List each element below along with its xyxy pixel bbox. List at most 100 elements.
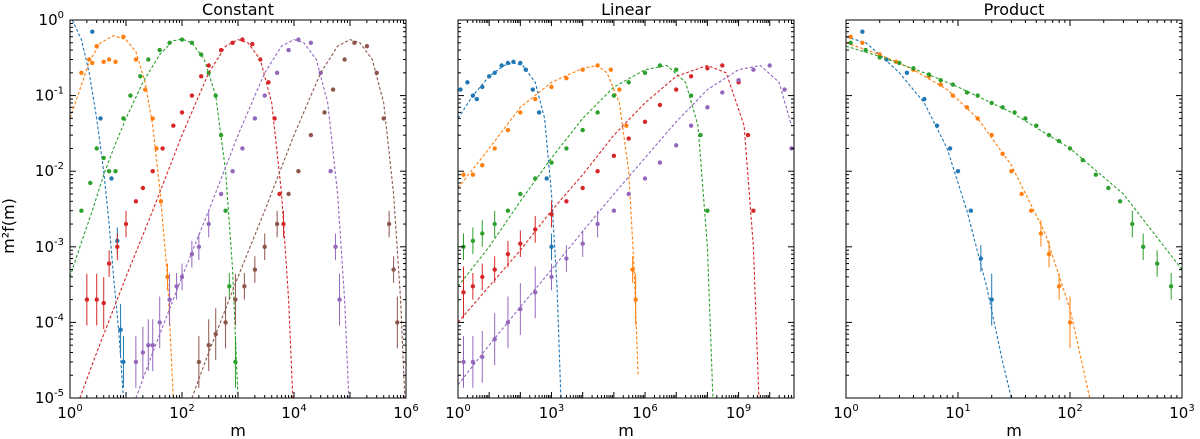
data-point	[564, 76, 569, 81]
x-tick-label: 109	[726, 403, 751, 422]
data-point	[118, 327, 123, 332]
data-point	[688, 74, 694, 79]
data-point	[189, 251, 195, 257]
data-point	[189, 93, 195, 98]
data-point	[157, 320, 162, 325]
series-4	[458, 63, 760, 398]
data-point	[158, 199, 164, 204]
x-tick-label: 103	[539, 403, 564, 422]
data-point	[352, 40, 357, 45]
data-point	[492, 70, 497, 76]
data-point	[133, 57, 139, 62]
x-tick-label: 100	[57, 403, 82, 422]
data-point	[470, 172, 476, 177]
data-point	[938, 82, 943, 87]
data-point	[281, 221, 286, 227]
data-point	[322, 110, 327, 115]
data-point	[286, 47, 291, 53]
data-point	[698, 132, 703, 138]
data-point	[595, 169, 600, 174]
data-point	[272, 116, 277, 121]
data-point	[258, 57, 263, 62]
data-point	[564, 146, 569, 151]
x-tick-label: 101	[945, 403, 970, 422]
data-point	[530, 87, 535, 92]
data-point	[518, 306, 523, 312]
data-point	[189, 40, 195, 45]
fit-curve	[458, 64, 639, 376]
data-point	[950, 82, 956, 87]
data-point	[266, 80, 271, 85]
data-point	[171, 123, 176, 128]
fit-curve	[458, 64, 760, 398]
fit-curve	[846, 45, 1182, 270]
data-point	[964, 105, 970, 110]
data-point	[642, 70, 648, 76]
data-point	[657, 102, 663, 108]
series-2	[458, 63, 639, 376]
data-point	[150, 116, 155, 121]
data-point	[860, 29, 865, 34]
data-point	[364, 44, 370, 49]
data-point	[138, 74, 143, 79]
y-axis	[458, 19, 794, 399]
data-point	[461, 359, 466, 365]
data-point	[617, 87, 622, 92]
data-point	[975, 116, 980, 121]
series-6	[191, 39, 406, 398]
data-point	[227, 284, 232, 289]
fit-curve	[79, 39, 294, 398]
data-point	[128, 93, 133, 98]
data-point	[751, 67, 756, 72]
data-point	[626, 136, 631, 141]
data-point	[90, 29, 95, 34]
data-point	[511, 59, 516, 64]
data-point	[330, 87, 336, 92]
data-point	[342, 57, 347, 62]
x-tick-label: 104	[281, 403, 306, 422]
data-point	[499, 63, 504, 68]
data-point	[564, 256, 569, 261]
data-point	[1023, 116, 1028, 121]
data-point	[240, 37, 245, 42]
data-point	[250, 41, 255, 47]
y-tick-label: 10-4	[35, 312, 64, 331]
series-5	[133, 37, 350, 398]
data-point	[133, 359, 139, 365]
data-point	[328, 169, 333, 174]
data-point	[580, 67, 585, 72]
data-point	[688, 93, 694, 98]
data-point	[549, 212, 554, 217]
data-point	[308, 40, 314, 45]
data-point	[989, 100, 994, 106]
x-axis: 100 101 102 103	[833, 20, 1195, 422]
data-point	[470, 238, 476, 243]
data-point	[480, 354, 485, 360]
data-point	[94, 297, 99, 302]
data-point	[595, 221, 600, 227]
data-point	[745, 132, 751, 138]
data-point	[549, 84, 554, 90]
data-point	[121, 116, 126, 121]
data-point	[934, 123, 940, 128]
data-point	[386, 221, 392, 227]
fit-curve	[191, 39, 406, 398]
data-point	[533, 96, 538, 102]
data-point	[480, 231, 485, 236]
data-point	[167, 297, 172, 302]
data-point	[1046, 251, 1052, 257]
data-point	[274, 221, 280, 227]
data-point	[720, 90, 725, 95]
y-tick-label: 10-3	[35, 237, 64, 256]
data-point	[1056, 284, 1062, 289]
data-point	[674, 143, 679, 148]
data-point	[518, 110, 523, 115]
data-point	[213, 93, 218, 98]
panel-title: Constant	[202, 0, 274, 19]
data-point	[133, 199, 139, 204]
data-point	[955, 169, 961, 174]
data-point	[751, 208, 756, 213]
panel-linear: 100 103 106 109 m Linear	[445, 0, 795, 439]
